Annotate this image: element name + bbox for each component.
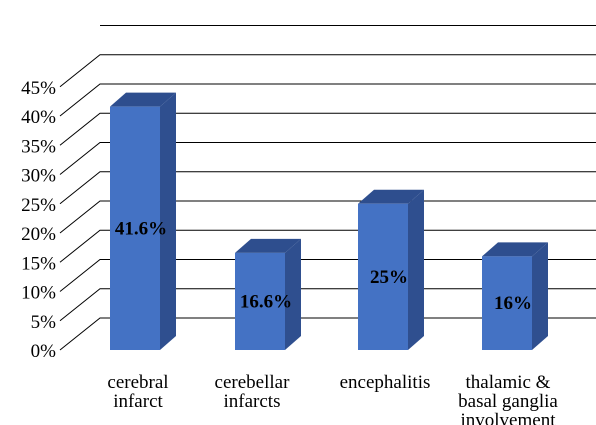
gridline-20 <box>59 200 596 234</box>
y-tick-label: 30% <box>21 166 56 187</box>
gridline-25 <box>59 171 596 205</box>
bar-3 <box>358 189 424 350</box>
gridline-10 <box>59 259 596 292</box>
category-label: encephalitis <box>340 372 431 393</box>
y-tick-label: 5% <box>31 312 57 333</box>
bar-front-face <box>482 256 532 350</box>
bar-front-face <box>235 252 285 350</box>
y-tick-label: 0% <box>31 341 57 362</box>
gridline-5 <box>59 288 596 322</box>
y-tick-label: 10% <box>21 283 56 304</box>
category-label-line: basal ganglia <box>458 391 558 412</box>
bar-top-face <box>482 242 548 257</box>
category-label-line: cerebellar <box>215 372 291 393</box>
bars-layer <box>110 92 548 350</box>
gridline-40 <box>59 83 596 117</box>
bar-top-face <box>110 92 176 107</box>
bar-2 <box>235 238 301 350</box>
grid-layer <box>59 25 596 351</box>
y-tick-label: 15% <box>21 253 56 274</box>
y-tick-label: 40% <box>21 107 56 128</box>
category-label-line: cerebral <box>107 372 168 393</box>
bar-front-face <box>358 203 408 350</box>
bar-front-face <box>110 106 160 350</box>
gridline-0 <box>59 317 596 351</box>
y-tick-label: 45% <box>21 78 56 99</box>
data-label: 16% <box>494 293 532 314</box>
gridline-35 <box>59 112 596 146</box>
data-label: 25% <box>370 267 408 288</box>
bar-top-face <box>235 238 301 253</box>
data-label: 16.6% <box>240 291 292 312</box>
y-tick-label: 20% <box>21 224 56 245</box>
category-label-line: encephalitis <box>340 372 431 393</box>
category-label-line: thalamic & <box>466 372 551 393</box>
y-tick-label: 35% <box>21 136 56 157</box>
category-label-line: infarcts <box>224 391 281 412</box>
bar-side-face <box>408 189 424 350</box>
bar-4 <box>482 242 548 350</box>
data-label: 41.6% <box>115 218 167 239</box>
bar-side-face <box>160 92 176 350</box>
y-axis-ticks: 0% 5% 10% 15% 20% 25% 30% 35% 40% 45% <box>21 78 56 362</box>
category-label-line: involvement <box>461 410 557 425</box>
category-label: cerebellar infarcts <box>215 372 291 412</box>
category-label: cerebral infarct <box>107 372 168 412</box>
category-label-line: infarct <box>113 391 163 412</box>
data-labels-layer: 41.6% 16.6% 25% 16% <box>115 218 532 314</box>
bar-side-face <box>285 238 301 350</box>
bar-top-face <box>358 189 424 204</box>
gridline-30 <box>59 142 596 175</box>
bar-side-face <box>532 242 548 350</box>
gridline-45 <box>59 54 596 88</box>
gridline-15 <box>59 229 596 263</box>
y-tick-label: 25% <box>21 195 56 216</box>
category-label: thalamic & basal ganglia involvement <box>458 372 558 425</box>
bar-1 <box>110 92 176 350</box>
category-labels-layer: cerebral infarct cerebellar infarcts encepha… <box>107 372 558 425</box>
